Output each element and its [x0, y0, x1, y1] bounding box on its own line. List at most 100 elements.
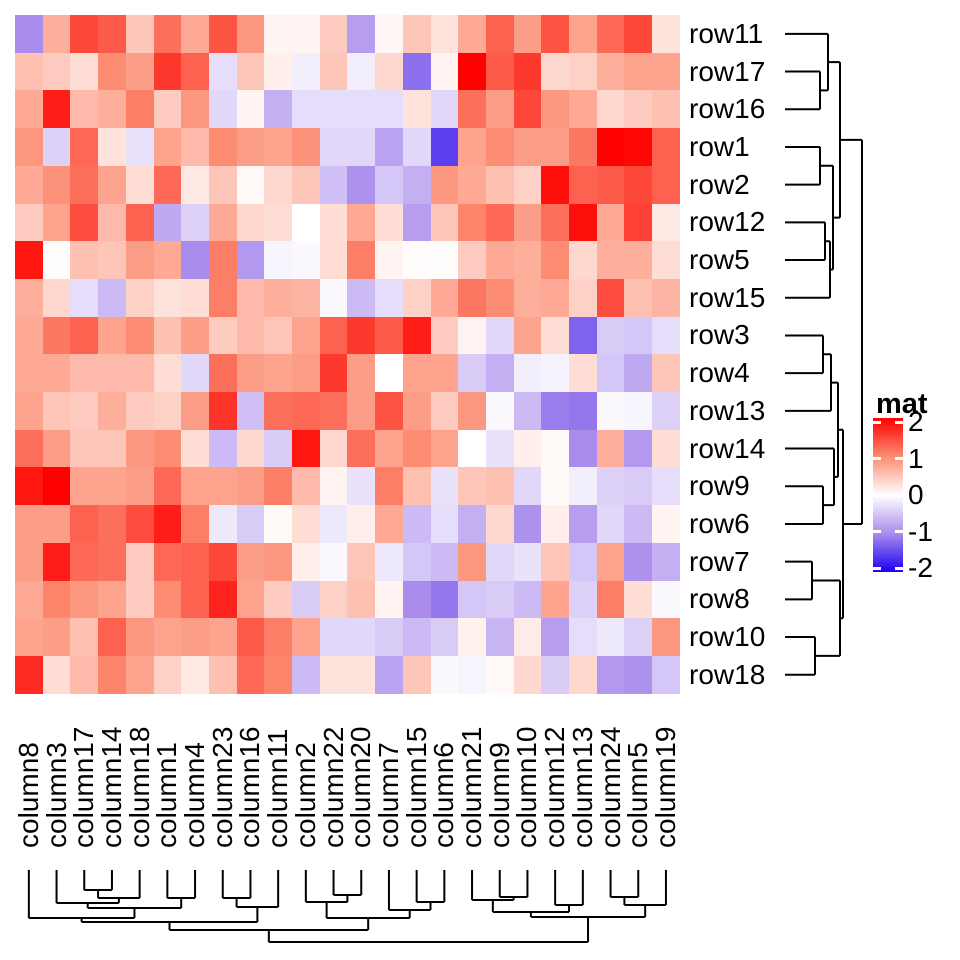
heatmap-cell: [125, 165, 155, 205]
heatmap-cell: [42, 618, 71, 657]
heatmap-cell: [624, 165, 653, 205]
heatmap-cell: [485, 52, 515, 91]
heatmap-cell: [181, 15, 210, 54]
heatmap-cell: [402, 278, 432, 318]
heatmap-cell: [98, 165, 127, 205]
heatmap-cell: [264, 128, 293, 167]
heatmap-cell: [458, 618, 487, 657]
heatmap-cell: [430, 203, 459, 242]
heatmap-cell: [596, 165, 625, 205]
heatmap-cell: [208, 618, 238, 657]
heatmap-cell: [513, 165, 542, 205]
heatmap-cell: [375, 429, 404, 468]
heatmap-cell: [15, 316, 44, 355]
legend-tick-dash: [873, 566, 881, 570]
heatmap-cell: [208, 542, 238, 582]
heatmap-cell: [541, 467, 570, 506]
heatmap-cell: [430, 241, 459, 280]
heatmap-cell: [375, 241, 404, 280]
heatmap-cell: [541, 90, 570, 129]
heatmap-cell: [624, 90, 653, 129]
heatmap-cell: [347, 429, 376, 468]
heatmap-cell: [181, 542, 210, 582]
row-label: row2: [689, 168, 750, 200]
heatmap-cell: [208, 15, 238, 54]
heatmap-cell: [596, 90, 625, 129]
heatmap-cell: [430, 354, 459, 393]
heatmap-cell: [153, 278, 182, 318]
row-dendrogram-lines: [785, 32, 863, 676]
heatmap-cell: [652, 505, 681, 544]
heatmap-cell: [541, 618, 570, 657]
heatmap-cell: [430, 429, 459, 468]
heatmap-cell: [42, 316, 71, 355]
heatmap-cell: [596, 618, 625, 657]
heatmap-cell: [319, 203, 348, 242]
heatmap-cell: [264, 203, 293, 242]
legend-title: mat: [876, 388, 928, 420]
heatmap-cell: [375, 165, 404, 205]
heatmap-cell: [264, 580, 293, 619]
heatmap-cell: [292, 278, 321, 318]
heatmap-cell: [541, 542, 570, 582]
heatmap-cell: [624, 542, 653, 582]
heatmap-cell: [292, 655, 321, 695]
heatmap-cell: [347, 52, 376, 91]
heatmap-cell: [569, 90, 598, 129]
heatmap-cell: [430, 618, 459, 657]
heatmap-cell: [402, 467, 432, 506]
heatmap-cell: [15, 165, 44, 205]
heatmap-cell: [292, 618, 321, 657]
heatmap-cell: [569, 128, 598, 167]
heatmap-cell: [125, 203, 155, 242]
row-label: row18: [689, 658, 766, 690]
heatmap-cell: [42, 392, 71, 431]
heatmap-cell: [319, 392, 348, 431]
heatmap-cell: [15, 467, 44, 506]
heatmap-cell: [624, 655, 653, 695]
heatmap-cell: [430, 316, 459, 355]
heatmap-cell: [125, 354, 155, 393]
heatmap-cell: [319, 467, 348, 506]
heatmap-cell: [430, 165, 459, 205]
heatmap-cell: [485, 203, 515, 242]
heatmap-cell: [485, 429, 515, 468]
row-label: row13: [689, 394, 766, 426]
heatmap-cell: [541, 429, 570, 468]
heatmap-cell: [42, 203, 71, 242]
heatmap-cell: [569, 392, 598, 431]
heatmap-cell: [125, 429, 155, 468]
heatmap-cell: [15, 580, 44, 619]
heatmap-cell: [319, 316, 348, 355]
heatmap-cell: [375, 203, 404, 242]
legend-tick-label: -1: [908, 515, 933, 547]
heatmap-cell: [347, 618, 376, 657]
heatmap-cell: [485, 392, 515, 431]
heatmap-cell: [430, 52, 459, 91]
heatmap-cell: [181, 203, 210, 242]
heatmap-cell: [347, 505, 376, 544]
row-label: row8: [689, 583, 750, 615]
heatmap-cell: [569, 203, 598, 242]
heatmap-cell: [236, 165, 265, 205]
heatmap-cell: [181, 618, 210, 657]
heatmap-cell: [652, 542, 681, 582]
row-label: row4: [689, 357, 750, 389]
heatmap-cell: [485, 128, 515, 167]
heatmap-cell: [430, 580, 459, 619]
heatmap-cell: [652, 655, 681, 695]
heatmap-cell: [513, 429, 542, 468]
row-label: row7: [689, 545, 750, 577]
heatmap-cell: [98, 128, 127, 167]
heatmap-cell: [236, 392, 265, 431]
heatmap-cell: [181, 316, 210, 355]
heatmap-cell: [347, 467, 376, 506]
heatmap-cell: [125, 542, 155, 582]
heatmap-cell: [292, 15, 321, 54]
heatmap-cell: [264, 316, 293, 355]
heatmap-cell: [596, 15, 625, 54]
heatmap-cell: [430, 467, 459, 506]
legend-tick-dash: [895, 530, 903, 533]
heatmap-cell: [125, 392, 155, 431]
heatmap-cell: [292, 203, 321, 242]
